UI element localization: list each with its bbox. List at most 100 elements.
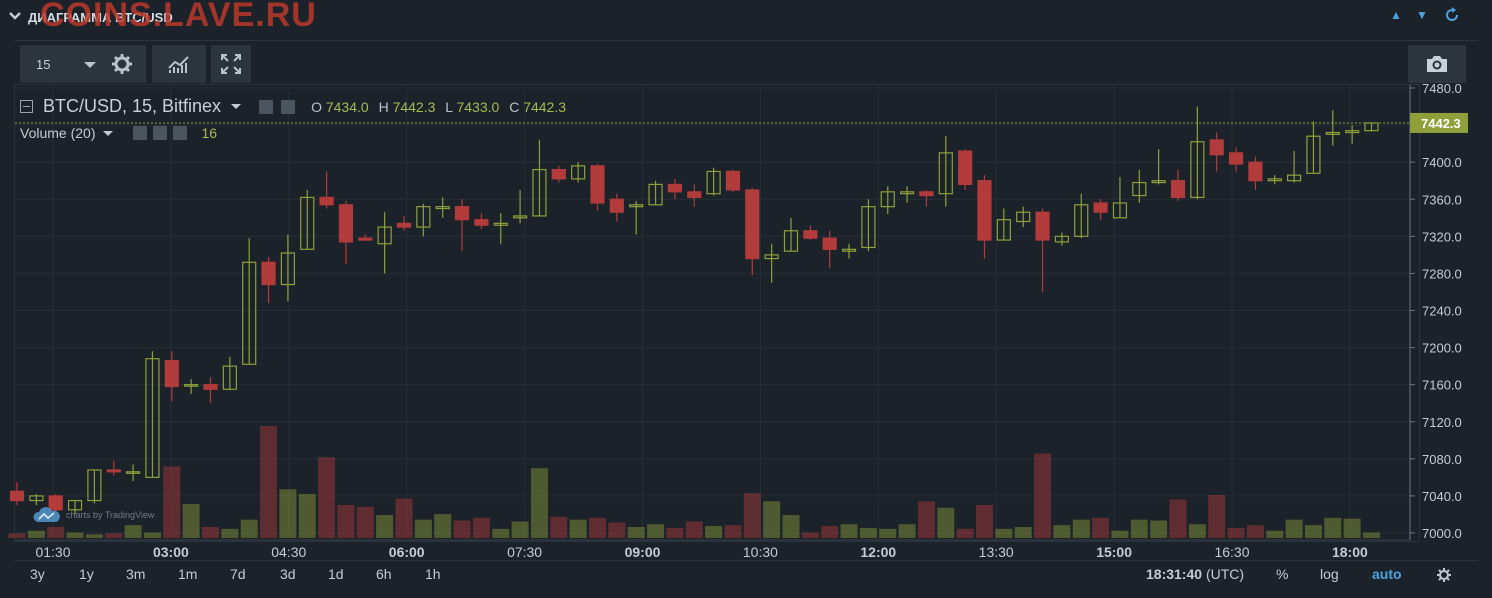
candle-body: [861, 206, 876, 249]
x-tick-label: 10:30: [743, 544, 778, 560]
volume-bar: [763, 501, 781, 538]
volume-bar: [279, 489, 297, 538]
series-title[interactable]: BTC/USD, 15, Bitfinex: [43, 96, 222, 116]
candle-body: [1132, 181, 1147, 197]
candle-body: [958, 150, 973, 186]
candle-body: [145, 358, 160, 478]
candle-body: [454, 206, 470, 221]
candle-body: [919, 191, 934, 197]
volume-bar: [1208, 494, 1226, 538]
last-price-label: 7442.3: [1421, 116, 1461, 131]
volume-bar: [1014, 526, 1032, 538]
collapse-icon[interactable]: [20, 100, 33, 113]
candle-body: [164, 359, 179, 388]
range-1d[interactable]: 1d: [328, 566, 344, 582]
volume-bar: [395, 498, 413, 538]
price-chart[interactable]: 7480.07440.07400.07360.07320.07280.07240…: [0, 0, 1492, 560]
y-tick-label: 7000.0: [1422, 526, 1462, 541]
range-3y[interactable]: 3y: [30, 566, 45, 582]
x-tick-label: 16:30: [1214, 544, 1249, 560]
volume-bar: [434, 514, 452, 538]
volume-bar: [1266, 530, 1284, 538]
snapshot-button[interactable]: [1408, 45, 1466, 83]
volume-bar: [685, 521, 703, 538]
candle-body: [1267, 178, 1282, 182]
log-toggle[interactable]: log: [1320, 566, 1339, 582]
x-tick-label: 04:30: [271, 544, 306, 560]
eye-icon[interactable]: [259, 99, 274, 114]
panel-title: ДИАГРАММА BTC/USD: [28, 10, 173, 25]
candle-body: [29, 495, 44, 502]
close-value: 7442.3: [523, 98, 567, 115]
volume-bar: [1169, 499, 1187, 538]
close-icon[interactable]: [173, 126, 188, 140]
range-1m[interactable]: 1m: [178, 566, 198, 582]
volume-bar: [85, 534, 103, 538]
candle-body: [551, 168, 566, 180]
refresh-icon[interactable]: [1444, 7, 1460, 23]
high-value: 7442.3: [392, 98, 436, 115]
candle-body: [48, 495, 63, 511]
volume-bar: [550, 516, 568, 538]
x-tick-label: 01:30: [35, 544, 70, 560]
chevron-down-icon[interactable]: [8, 9, 22, 23]
gear-icon[interactable]: [153, 126, 168, 140]
range-3d[interactable]: 3d: [280, 566, 296, 582]
range-1y[interactable]: 1y: [79, 566, 94, 582]
x-tick-label: 15:00: [1096, 544, 1132, 560]
settings-button[interactable]: [98, 45, 146, 83]
clock[interactable]: 18:31:40 (UTC): [1146, 566, 1244, 582]
volume-bar: [821, 526, 839, 538]
volume-bar: [182, 504, 200, 538]
volume-bar: [801, 532, 819, 538]
volume-bar: [356, 506, 374, 538]
arrow-down-icon[interactable]: ▼: [1416, 8, 1428, 22]
candle-body: [880, 191, 895, 208]
candle-body: [396, 222, 412, 228]
volume-bar: [124, 525, 142, 538]
volume-bar: [47, 526, 65, 538]
candle-body: [300, 196, 315, 250]
candle-body: [474, 219, 489, 226]
arrow-up-icon[interactable]: ▲: [1390, 8, 1402, 22]
candle-body: [667, 183, 683, 193]
x-tick-label: 03:00: [153, 544, 189, 560]
volume-bar: [202, 526, 219, 538]
auto-toggle[interactable]: auto: [1372, 566, 1402, 582]
candle-body: [1151, 180, 1166, 184]
x-tick-label: 13:30: [979, 544, 1014, 560]
indicators-button[interactable]: [152, 45, 206, 83]
eye-icon[interactable]: [133, 126, 148, 140]
candle-body: [87, 469, 102, 502]
candle-body: [706, 170, 721, 195]
indicators-icon: [168, 56, 189, 73]
y-tick-label: 7160.0: [1422, 378, 1462, 393]
range-1h[interactable]: 1h: [425, 566, 441, 582]
volume-value: 16: [201, 125, 218, 141]
gear-icon[interactable]: [1436, 567, 1452, 583]
fullscreen-button[interactable]: [211, 45, 251, 83]
range-3m[interactable]: 3m: [126, 566, 146, 582]
interval-value: 15: [36, 56, 51, 72]
y-tick-label: 7280.0: [1422, 266, 1462, 281]
volume-bar: [511, 521, 529, 538]
candle-body: [67, 499, 83, 511]
volume-title[interactable]: Volume (20): [20, 125, 96, 141]
candle-body: [416, 206, 431, 228]
interval-select[interactable]: 15: [20, 45, 108, 83]
panel-header: ДИАГРАММА BTC/USD COINS.LAVE.RU ▲ ▼: [0, 0, 1492, 36]
volume-bar: [840, 524, 858, 538]
chevron-down-icon[interactable]: [231, 104, 242, 109]
volume-bar: [589, 517, 606, 538]
candle-body: [977, 180, 992, 241]
volume-bar: [976, 504, 993, 538]
chevron-down-icon[interactable]: [103, 130, 114, 136]
range-6h[interactable]: 6h: [376, 566, 392, 582]
gear-icon[interactable]: [281, 99, 296, 114]
candle-body: [803, 230, 818, 239]
x-tick-label: 12:00: [860, 544, 896, 560]
range-7d[interactable]: 7d: [230, 566, 246, 582]
volume-bar: [414, 519, 432, 538]
tradingview-attribution[interactable]: charts by TradingView: [32, 506, 154, 524]
percent-toggle[interactable]: %: [1276, 566, 1289, 582]
